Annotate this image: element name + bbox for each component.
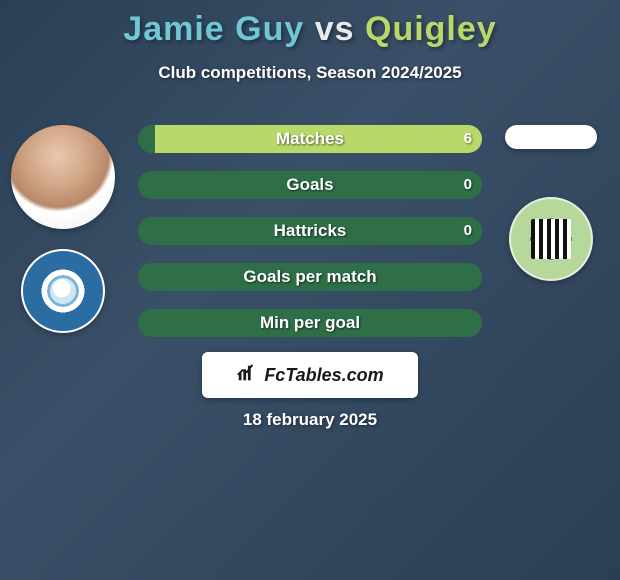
stat-value-right: 0 [464,217,472,245]
player1-name: Jamie Guy [123,10,304,48]
stat-label: Min per goal [138,309,482,337]
player2-name: Quigley [365,10,497,48]
chart-icon [236,362,258,389]
stat-row: Matches6 [138,125,482,153]
stats-chart: Matches6Goals0Hattricks0Goals per matchM… [138,125,482,355]
stat-row: Hattricks0 [138,217,482,245]
stat-value-right: 6 [464,125,472,153]
player1-club-badge [21,249,105,333]
stat-row: Min per goal [138,309,482,337]
comparison-title: Jamie Guy vs Quigley [0,0,620,49]
vs-word: vs [315,10,355,48]
comparison-date: 18 february 2025 [0,410,620,430]
stat-value-right: 0 [464,171,472,199]
stat-row: Goals per match [138,263,482,291]
player2-photo-placeholder [505,125,597,149]
player1-column [8,125,118,333]
player2-club-badge [509,197,593,281]
stat-label: Goals per match [138,263,482,291]
watermark-text: FcTables.com [264,365,383,386]
player2-column [496,125,606,281]
player1-photo [11,125,115,229]
watermark: FcTables.com [202,352,418,398]
stat-label: Goals [138,171,482,199]
stat-label: Hattricks [138,217,482,245]
stat-label: Matches [138,125,482,153]
subtitle: Club competitions, Season 2024/2025 [0,63,620,83]
stat-row: Goals0 [138,171,482,199]
